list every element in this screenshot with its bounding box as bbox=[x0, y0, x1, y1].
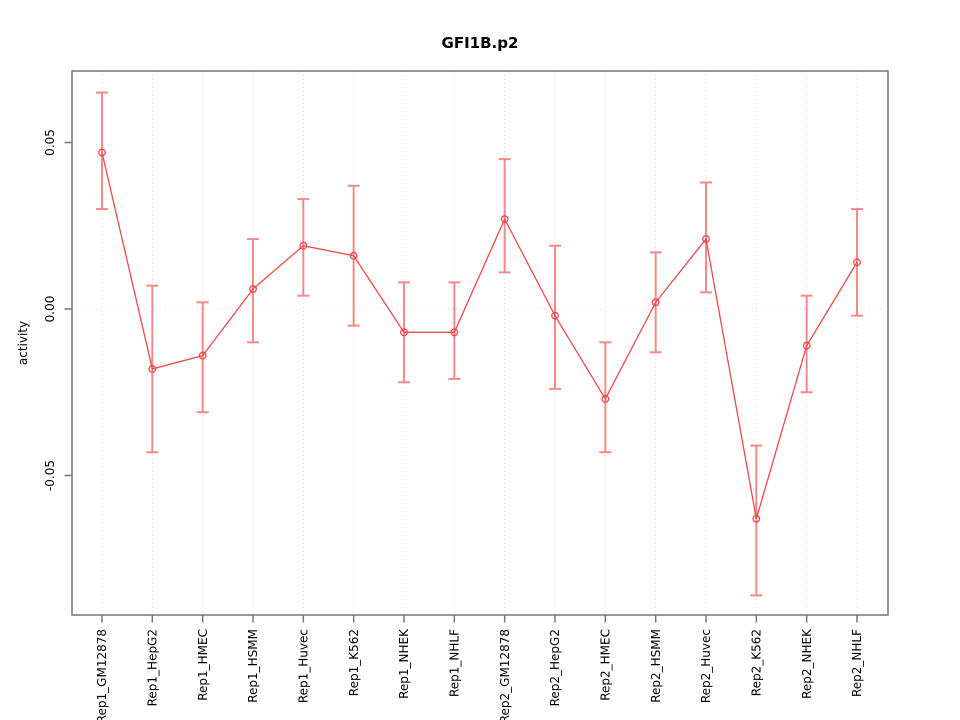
y-tick-label: 0.05 bbox=[43, 129, 57, 156]
x-axis-label: Rep1_HepG2 bbox=[146, 629, 160, 706]
x-axis-label: Rep1_NHEK bbox=[397, 628, 411, 699]
data-point bbox=[98, 148, 106, 157]
y-tick-label: -0.05 bbox=[43, 460, 57, 491]
x-axis-label: Rep2_NHLF bbox=[850, 629, 864, 697]
x-axis-label: Rep2_HMEC bbox=[599, 629, 613, 701]
data-point bbox=[299, 241, 308, 250]
data-point bbox=[702, 235, 710, 244]
data-point bbox=[551, 311, 559, 320]
series-line bbox=[101, 152, 858, 519]
data-point bbox=[601, 394, 610, 403]
x-axis-label: Rep1_NHLF bbox=[448, 629, 462, 697]
plot-box bbox=[71, 70, 889, 616]
data-layer bbox=[96, 91, 863, 597]
x-axis-label: Rep2_GM12878 bbox=[498, 629, 512, 720]
chart-title: GFI1B.p2 bbox=[442, 34, 519, 52]
data-point bbox=[198, 351, 207, 360]
y-axis-label: activity bbox=[16, 321, 30, 365]
x-axis-label: Rep2_K562 bbox=[750, 629, 764, 696]
data-point bbox=[752, 514, 761, 523]
data-point bbox=[450, 328, 459, 337]
x-axis-label: Rep1_HMEC bbox=[196, 629, 210, 701]
x-axis-label: Rep2_HepG2 bbox=[548, 629, 562, 706]
x-axis-label: Rep1_K562 bbox=[347, 629, 361, 696]
data-point bbox=[148, 364, 157, 373]
data-point bbox=[400, 328, 408, 337]
x-axis-label: Rep1_Huvec bbox=[297, 629, 311, 703]
data-point bbox=[802, 341, 811, 350]
x-axis-label: Rep1_HSMM bbox=[246, 629, 260, 703]
x-axis-label: Rep2_Huvec bbox=[699, 629, 713, 703]
data-point bbox=[853, 258, 861, 267]
data-point bbox=[249, 285, 257, 293]
x-axis-label: Rep2_NHEK bbox=[800, 628, 814, 699]
x-axis-label: Rep1_GM12878 bbox=[95, 629, 109, 720]
data-point bbox=[651, 298, 660, 307]
data-point bbox=[500, 215, 509, 224]
axis-layer: 0.05 0.00 -0.05 Rep1_GM12878 Rep1_HepG2 Rep1_… bbox=[43, 70, 889, 720]
x-axis-label: Rep2_HSMM bbox=[649, 629, 663, 703]
data-point bbox=[349, 251, 358, 260]
y-tick-label: 0.00 bbox=[43, 296, 57, 323]
